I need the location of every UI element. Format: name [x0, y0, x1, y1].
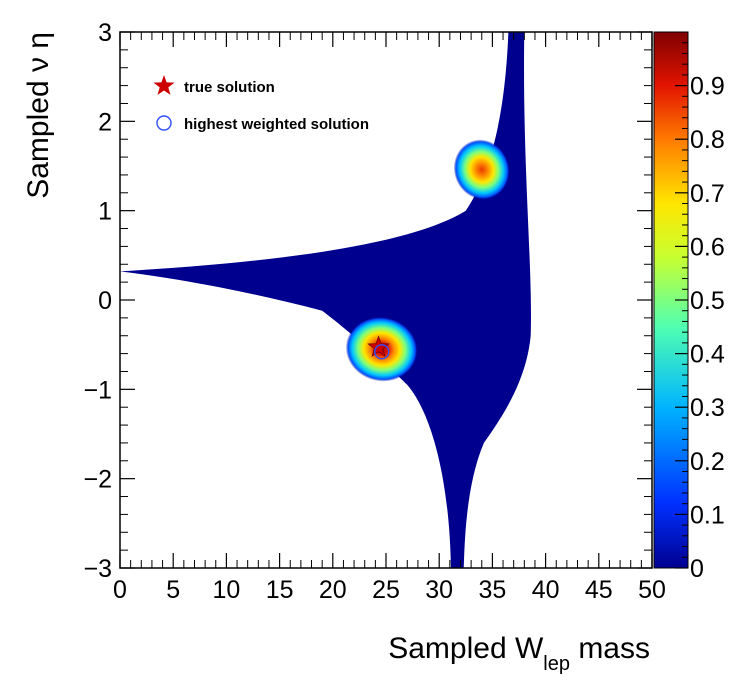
colorbar-tick-label: 0.9: [690, 73, 725, 101]
colorbar-tick-label: 0: [690, 555, 704, 583]
y-tick-label: −2: [83, 466, 112, 494]
y-tick-label: −1: [83, 376, 112, 404]
x-tick-label: 15: [266, 576, 294, 604]
colorbar-tick-label: 0.3: [690, 394, 725, 422]
solution-markers: [367, 335, 390, 360]
plot-area: [120, 32, 531, 568]
y-tick-label: −3: [83, 555, 112, 583]
y-axis-title: Sampled ν η: [22, 32, 55, 199]
x-tick-label: 10: [212, 576, 240, 604]
legend: true solution highest weighted solution: [153, 75, 369, 133]
y-axis-tick-labels: 3 2 1 0 −1 −2 −3: [83, 19, 112, 583]
x-tick-label: 35: [478, 576, 506, 604]
x-tick-label: 20: [319, 576, 347, 604]
x-tick-label: 45: [585, 576, 613, 604]
x-tick-label: 40: [532, 576, 560, 604]
colorbar-tick-label: 0.7: [690, 180, 725, 208]
y-axis-ticks: [120, 31, 652, 569]
colorbar-tick-label: 0.5: [690, 287, 725, 315]
x-tick-label: 5: [166, 576, 180, 604]
y-tick-label: 2: [98, 108, 112, 136]
x-axis-title-tail: mass: [570, 632, 650, 665]
x-axis-title-main: Sampled W: [388, 632, 544, 665]
legend-circle-icon: [156, 115, 172, 131]
x-tick-label: 30: [425, 576, 453, 604]
hotspot-upper: [453, 139, 510, 200]
legend-label: true solution: [184, 79, 275, 96]
y-tick-label: 0: [98, 287, 112, 315]
y-tick-label: 3: [98, 19, 112, 47]
x-tick-label: 25: [372, 576, 400, 604]
x-axis-tick-labels: 0 5 10 15 20 25 30 35 40 45 50: [113, 576, 666, 604]
y-tick-label: 1: [98, 198, 112, 226]
x-tick-label: 0: [113, 576, 127, 604]
colorbar-tick-label: 0.4: [690, 341, 725, 369]
x-axis-ticks: [119, 32, 653, 568]
legend-label: highest weighted solution: [184, 116, 369, 133]
x-axis-title-subscript: lep: [543, 653, 570, 675]
colorbar-ticks: [675, 42, 688, 569]
x-tick-label: 50: [638, 576, 666, 604]
colorbar-tick-label: 0.6: [690, 233, 725, 261]
colorbar-tick-label: 0.1: [690, 501, 725, 529]
colorbar-tick-labels: 0.9 0.8 0.7 0.6 0.5 0.4 0.3 0.2 0.1 0: [690, 73, 725, 583]
colorbar-tick-label: 0.8: [690, 126, 725, 154]
legend-star-icon: [153, 75, 175, 95]
highest-weighted-solution-marker: [374, 344, 390, 360]
allowed-region: [120, 32, 531, 568]
x-axis-title: Sampled Wlep mass: [388, 632, 650, 675]
colorbar-tick-label: 0.2: [690, 448, 725, 476]
